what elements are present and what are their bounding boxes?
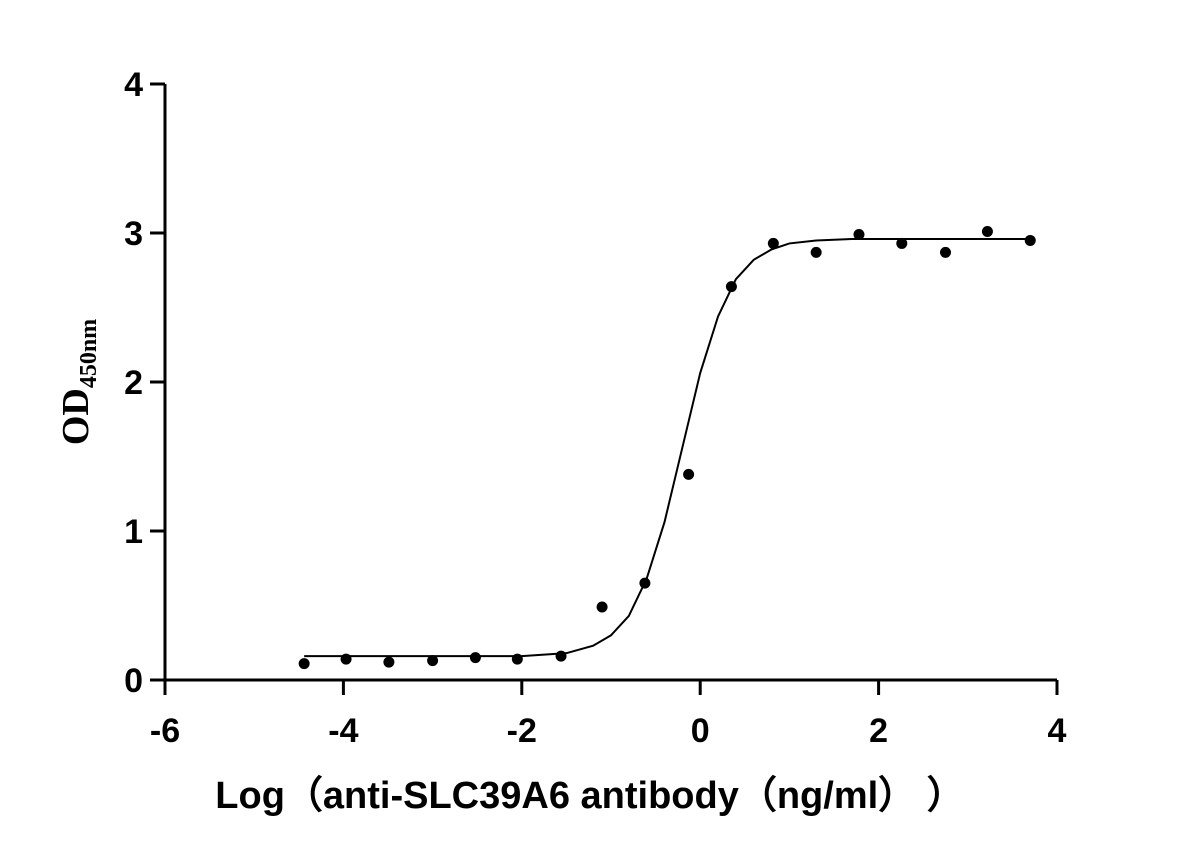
data-point (683, 468, 695, 480)
y-tick-label: 2 (124, 364, 143, 402)
y-tick-label: 0 (124, 662, 143, 700)
data-point (1024, 234, 1036, 246)
x-tick-label: 0 (691, 712, 710, 750)
data-point (940, 246, 951, 258)
y-axis-label: OD450nm (55, 319, 102, 445)
x-tick-label: -2 (507, 712, 537, 750)
fit-curve (304, 237, 1031, 658)
data-point (596, 601, 608, 613)
data-point (469, 652, 481, 664)
y-label-sub: 450nm (76, 319, 102, 388)
data-point (810, 246, 822, 258)
data-point (427, 655, 439, 667)
data-point (896, 237, 908, 249)
x-tick-label: -4 (328, 712, 358, 750)
y-tick-label: 3 (124, 215, 143, 253)
data-point (853, 228, 865, 240)
x-tick-label: 4 (1048, 712, 1067, 750)
y-tick-label: 1 (124, 513, 143, 551)
x-axis-label: Log（anti-SLC39A6 antibody（ng/ml） ） (215, 775, 964, 817)
data-point (767, 237, 779, 249)
data-point (298, 658, 310, 670)
data-point (383, 656, 395, 668)
y-label-main: OD (55, 388, 97, 445)
y-tick-label: 4 (124, 66, 143, 104)
x-tick-label: 2 (869, 712, 888, 750)
x-tick-label: -6 (150, 712, 180, 750)
data-point (981, 226, 993, 238)
